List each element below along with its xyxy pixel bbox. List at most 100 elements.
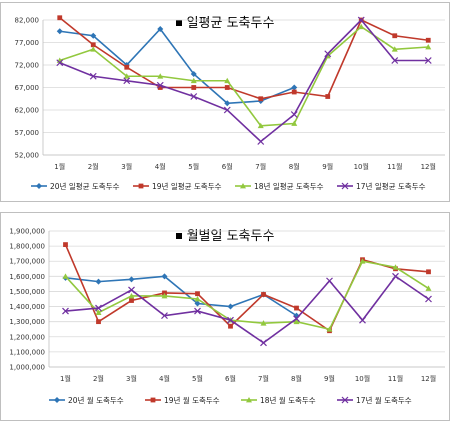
series-4 — [56, 16, 432, 145]
data-point — [96, 319, 101, 325]
y-tick-label: 77,000 — [15, 39, 40, 47]
data-point — [227, 316, 234, 324]
data-point — [392, 272, 399, 280]
x-tick-label: 12월 — [421, 162, 436, 171]
data-point — [124, 64, 130, 70]
data-point — [260, 320, 267, 326]
data-point — [261, 292, 266, 297]
series-2 — [57, 15, 431, 102]
data-point — [128, 286, 135, 294]
chart-title-text: 월별일 도축두수 — [186, 229, 275, 244]
legend-marker — [36, 183, 42, 189]
data-point — [224, 77, 231, 84]
data-point — [194, 300, 201, 307]
x-tick-label: 2월 — [88, 162, 99, 171]
data-point — [161, 292, 168, 299]
data-point — [157, 26, 164, 32]
data-point — [156, 81, 164, 89]
data-point — [157, 85, 163, 90]
data-point — [425, 37, 431, 43]
legend-marker — [240, 183, 246, 189]
data-point — [291, 120, 298, 126]
legend-label: 20년 월 도축두수 — [68, 395, 124, 405]
data-point — [161, 312, 168, 320]
data-point — [326, 326, 333, 332]
data-point — [359, 316, 366, 324]
x-tick-label: 10월 — [355, 374, 370, 383]
data-point — [224, 85, 230, 90]
x-tick-label: 9월 — [322, 162, 333, 171]
data-point — [291, 89, 297, 95]
data-point — [190, 93, 198, 100]
x-tick-label: 2월 — [93, 374, 104, 383]
legend-item: 19년 월 도축두수 — [145, 395, 220, 405]
data-point — [257, 138, 265, 145]
data-point — [424, 57, 432, 64]
data-point — [157, 73, 164, 79]
data-point — [129, 298, 134, 303]
x-tick-label: 4월 — [159, 374, 170, 383]
data-point — [90, 46, 97, 52]
y-tick-label: 1,600,000 — [9, 273, 45, 281]
data-point — [227, 303, 234, 310]
series-line — [59, 18, 429, 143]
y-tick-label: 1,500,000 — [9, 288, 45, 296]
series-line — [59, 25, 429, 127]
series-line — [65, 275, 429, 344]
series-line — [64, 260, 429, 331]
legend-marker — [150, 397, 156, 403]
data-point — [391, 57, 399, 64]
legend-item: 17년 월 도축두수 — [337, 395, 412, 405]
y-tick-label: 1,400,000 — [9, 303, 45, 311]
y-tick-label: 52,000 — [15, 152, 40, 160]
x-tick-label: 1월 — [60, 374, 71, 383]
series-1 — [56, 26, 298, 107]
legend-label: 18년 일평균 도축두수 — [254, 181, 324, 191]
data-point — [260, 339, 267, 347]
data-point — [95, 278, 102, 285]
x-tick-label: 12월 — [421, 374, 436, 383]
data-point — [392, 33, 398, 39]
x-tick-label: 3월 — [121, 162, 132, 171]
data-point — [325, 94, 331, 99]
legend-marker — [138, 183, 144, 189]
data-point — [128, 276, 135, 283]
series-line — [65, 275, 297, 317]
data-point — [291, 84, 298, 91]
legend-label: 19년 일평균 도축두수 — [152, 181, 222, 191]
data-point — [195, 291, 200, 297]
legend-item: 20년 일평균 도축두수 — [31, 181, 120, 191]
series-line — [59, 27, 295, 105]
data-point — [224, 100, 231, 107]
data-point — [357, 16, 365, 24]
series-2 — [63, 242, 431, 334]
data-point — [95, 309, 102, 315]
legend-item: 18년 일평균 도축두수 — [235, 181, 324, 191]
x-tick-label: 7월 — [255, 162, 266, 171]
x-tick-label: 6월 — [225, 374, 236, 383]
data-point — [293, 318, 300, 325]
series-line — [59, 17, 429, 100]
x-tick-label: 4월 — [155, 162, 166, 171]
data-point — [190, 71, 197, 77]
data-point — [392, 264, 399, 270]
y-tick-label: 1,700,000 — [9, 258, 45, 266]
legend-label: 17년 월 도축두수 — [356, 395, 412, 405]
data-point — [326, 277, 333, 285]
data-point — [90, 42, 96, 48]
legend-item: 18년 월 도축두수 — [241, 395, 316, 405]
data-point — [324, 50, 332, 58]
data-point — [89, 72, 97, 80]
data-point — [359, 258, 366, 264]
y-tick-label: 1,100,000 — [9, 348, 45, 356]
y-tick-label: 1,300,000 — [9, 318, 45, 326]
data-point — [63, 242, 68, 247]
legend-marker — [341, 396, 349, 404]
data-point — [190, 77, 197, 84]
chart-daily: 52,000 57,000 62,000 67,000 72,000 77,000 82,0… — [15, 15, 445, 191]
legend: 20년 월 도축두수 19년 월 도축두수 18년 월 도축두수 17년 월 도축두수 — [49, 395, 412, 405]
legend-item: 20년 월 도축두수 — [49, 395, 124, 405]
x-tick-label: 10월 — [354, 162, 369, 171]
chart-panel-monthly: 월별일 도축두수 1,000,000 1,100,000 1,200,000 1,30… — [0, 212, 450, 421]
data-point — [358, 23, 365, 30]
